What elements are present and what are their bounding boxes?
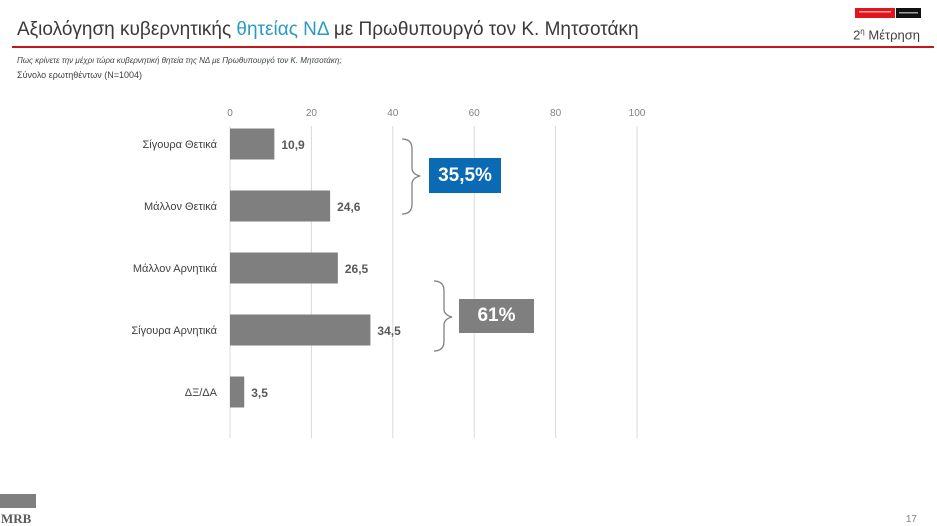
category-label: Σίγουρα Θετικά: [142, 139, 217, 151]
brand-logo: [855, 8, 921, 18]
category-label: Μάλλον Θετικά: [144, 201, 218, 213]
title-accent: θητείας ΝΔ: [236, 19, 329, 40]
positive-bracket: [401, 138, 421, 215]
measurement-label: 2η Μέτρηση: [853, 27, 920, 42]
x-tick-label: 80: [550, 108, 562, 119]
negative-bracket: [433, 280, 453, 352]
survey-question: Πως κρίνετε την μέχρι τώρα κυβερνητική θ…: [17, 56, 342, 65]
chart-title: Αξιολόγηση κυβερνητικής θητείας ΝΔ με Πρ…: [17, 19, 639, 41]
x-tick-label: 40: [387, 108, 399, 119]
category-label: ΔΞ/ΔΑ: [185, 387, 218, 399]
bar: [230, 314, 371, 346]
data-label: 26,5: [345, 262, 369, 276]
data-label: 3,5: [251, 386, 268, 400]
positive-total-badge: 35,5%: [429, 158, 501, 193]
bar: [230, 376, 245, 408]
title-part-2: με Πρωθυπουργό τον Κ. Μητσοτάκη: [333, 19, 639, 40]
measurement-text: Μέτρηση: [864, 27, 920, 43]
mrb-logo-text: MRB: [1, 511, 32, 526]
x-tick-label: 0: [227, 108, 233, 119]
bar: [230, 128, 275, 160]
measurement-sup: η: [860, 27, 865, 36]
mrb-logo: MRB: [0, 494, 36, 526]
bar: [230, 190, 331, 222]
bar: [230, 252, 338, 284]
data-label: 24,6: [337, 200, 361, 214]
x-tick-label: 20: [306, 108, 318, 119]
title-part-1: Αξιολόγηση κυβερνητικής: [17, 19, 232, 40]
page-number: 17: [905, 514, 917, 525]
title-rule: [12, 46, 934, 48]
negative-total-badge: 61%: [459, 299, 534, 333]
data-label: 10,9: [281, 138, 305, 152]
measurement-number: 2: [853, 27, 861, 43]
category-label: Μάλλον Αρνητικά: [133, 263, 218, 275]
x-tick-label: 100: [629, 108, 646, 119]
data-label: 34,5: [377, 324, 401, 338]
sample-size: Σύνολο ερωτηθέντων (N=1004): [17, 70, 143, 80]
x-tick-label: 60: [469, 108, 481, 119]
category-label: Σίγουρα Αρνητικά: [131, 325, 217, 337]
